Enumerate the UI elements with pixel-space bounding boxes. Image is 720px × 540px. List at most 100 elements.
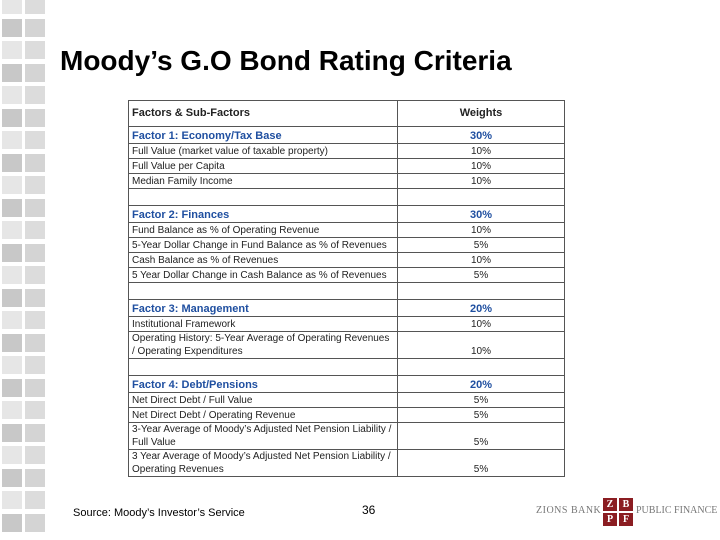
decor-square: [2, 446, 22, 464]
sub-factor-weight: 10%: [397, 143, 565, 159]
decor-square: [25, 0, 45, 14]
source-note: Source: Moody’s Investor’s Service: [73, 507, 245, 519]
sub-factor-row: 5-Year Dollar Change in Fund Balance as …: [128, 237, 565, 253]
decor-square: [25, 221, 45, 239]
slide-title: Moody’s G.O Bond Rating Criteria: [60, 45, 512, 76]
logo-division: PUBLIC FINANCE: [636, 505, 718, 516]
decor-square: [2, 288, 22, 307]
spacer: [397, 358, 565, 376]
spacer-row: [128, 358, 565, 376]
header-row: Factors & Sub-Factors Weights: [128, 100, 565, 127]
decor-square: [2, 423, 22, 442]
sub-factor-row: Full Value per Capita 10%: [128, 158, 565, 174]
sub-factor-row: Operating History: 5-Year Average of Ope…: [128, 331, 565, 359]
sub-factor-name: 5 Year Dollar Change in Cash Balance as …: [128, 267, 398, 283]
sub-factor-name: Net Direct Debt / Operating Revenue: [128, 407, 398, 423]
logo-letter: F: [619, 513, 633, 526]
sub-factor-name: Full Value per Capita: [128, 158, 398, 174]
sub-factor-name: 3-Year Average of Moody’s Adjusted Net P…: [128, 422, 398, 450]
factor-name: Factor 4: Debt/Pensions: [128, 375, 398, 393]
column-header: Weights: [397, 100, 565, 127]
factor-name: Factor 1: Economy/Tax Base: [128, 126, 398, 144]
decor-square: [2, 221, 22, 239]
sub-factor-row: Cash Balance as % of Revenues 10%: [128, 252, 565, 268]
sub-factor-name: Fund Balance as % of Operating Revenue: [128, 222, 398, 238]
sub-factor-row: Net Direct Debt / Full Value 5%: [128, 392, 565, 408]
decor-square: [2, 401, 22, 419]
sub-factor-name: Net Direct Debt / Full Value: [128, 392, 398, 408]
sub-factor-name: Median Family Income: [128, 173, 398, 189]
decor-square: [2, 468, 22, 487]
spacer: [397, 282, 565, 300]
decor-square: [2, 41, 22, 59]
decor-square: [25, 311, 45, 329]
spacer-row: [128, 188, 565, 206]
decor-square: [2, 243, 22, 262]
factor-row: Factor 3: Management 20%: [128, 299, 565, 317]
spacer: [128, 282, 398, 300]
spacer: [128, 358, 398, 376]
sub-factor-row: Institutional Framework 10%: [128, 316, 565, 332]
decor-square: [25, 243, 45, 262]
sub-factor-name: 3 Year Average of Moody’s Adjusted Net P…: [128, 449, 398, 477]
decor-square: [2, 491, 22, 509]
sub-factor-weight: 5%: [397, 267, 565, 283]
decor-square: [2, 86, 22, 104]
decor-square: [2, 0, 22, 14]
decor-square: [2, 108, 22, 127]
decor-square: [2, 266, 22, 284]
criteria-table: Factors & Sub-Factors Weights Factor 1: Ec…: [128, 100, 565, 477]
decor-square: [25, 491, 45, 509]
decor-square: [25, 131, 45, 149]
sub-factor-row: 3 Year Average of Moody’s Adjusted Net P…: [128, 449, 565, 477]
decor-square: [25, 513, 45, 532]
sub-factor-name: 5-Year Dollar Change in Fund Balance as …: [128, 237, 398, 253]
sub-factor-weight: 10%: [397, 316, 565, 332]
sub-factor-weight: 5%: [397, 237, 565, 253]
sub-factor-weight: 10%: [397, 331, 565, 359]
decor-square: [25, 63, 45, 82]
sub-factor-weight: 5%: [397, 407, 565, 423]
factor-row: Factor 1: Economy/Tax Base 30%: [128, 126, 565, 144]
factor-row: Factor 4: Debt/Pensions 20%: [128, 375, 565, 393]
decor-square: [25, 468, 45, 487]
decor-square: [25, 288, 45, 307]
decor-square: [25, 401, 45, 419]
sub-factor-weight: 10%: [397, 252, 565, 268]
sub-factor-weight: 10%: [397, 158, 565, 174]
decor-square: [2, 311, 22, 329]
decor-square: [25, 378, 45, 397]
decor-square: [25, 423, 45, 442]
decor-square: [25, 153, 45, 172]
sub-factor-row: 3-Year Average of Moody’s Adjusted Net P…: [128, 422, 565, 450]
decor-square: [2, 153, 22, 172]
decor-square: [25, 41, 45, 59]
decor-square: [2, 176, 22, 194]
sub-factor-name: Operating History: 5-Year Average of Ope…: [128, 331, 398, 359]
sub-factor-row: Full Value (market value of taxable prop…: [128, 143, 565, 159]
page-number: 36: [362, 503, 376, 517]
factor-weight: 20%: [397, 299, 565, 317]
sub-factor-row: Fund Balance as % of Operating Revenue 10…: [128, 222, 565, 238]
decor-square: [25, 108, 45, 127]
factor-name: Factor 3: Management: [128, 299, 398, 317]
decor-square: [25, 18, 45, 37]
logo-letter: P: [603, 513, 617, 526]
decor-square: [25, 333, 45, 352]
spacer: [397, 188, 565, 206]
sub-factor-weight: 5%: [397, 449, 565, 477]
spacer-row: [128, 282, 565, 300]
logo-letter: Z: [603, 498, 617, 511]
sub-factor-weight: 5%: [397, 392, 565, 408]
decor-square: [2, 18, 22, 37]
sub-factor-weight: 10%: [397, 173, 565, 189]
decor-square: [2, 198, 22, 217]
sub-factor-name: Full Value (market value of taxable prop…: [128, 143, 398, 159]
factor-weight: 30%: [397, 205, 565, 223]
decor-square: [25, 356, 45, 374]
decor-square: [2, 333, 22, 352]
decor-square: [2, 131, 22, 149]
decor-square: [2, 378, 22, 397]
column-header: Factors & Sub-Factors: [128, 100, 398, 127]
